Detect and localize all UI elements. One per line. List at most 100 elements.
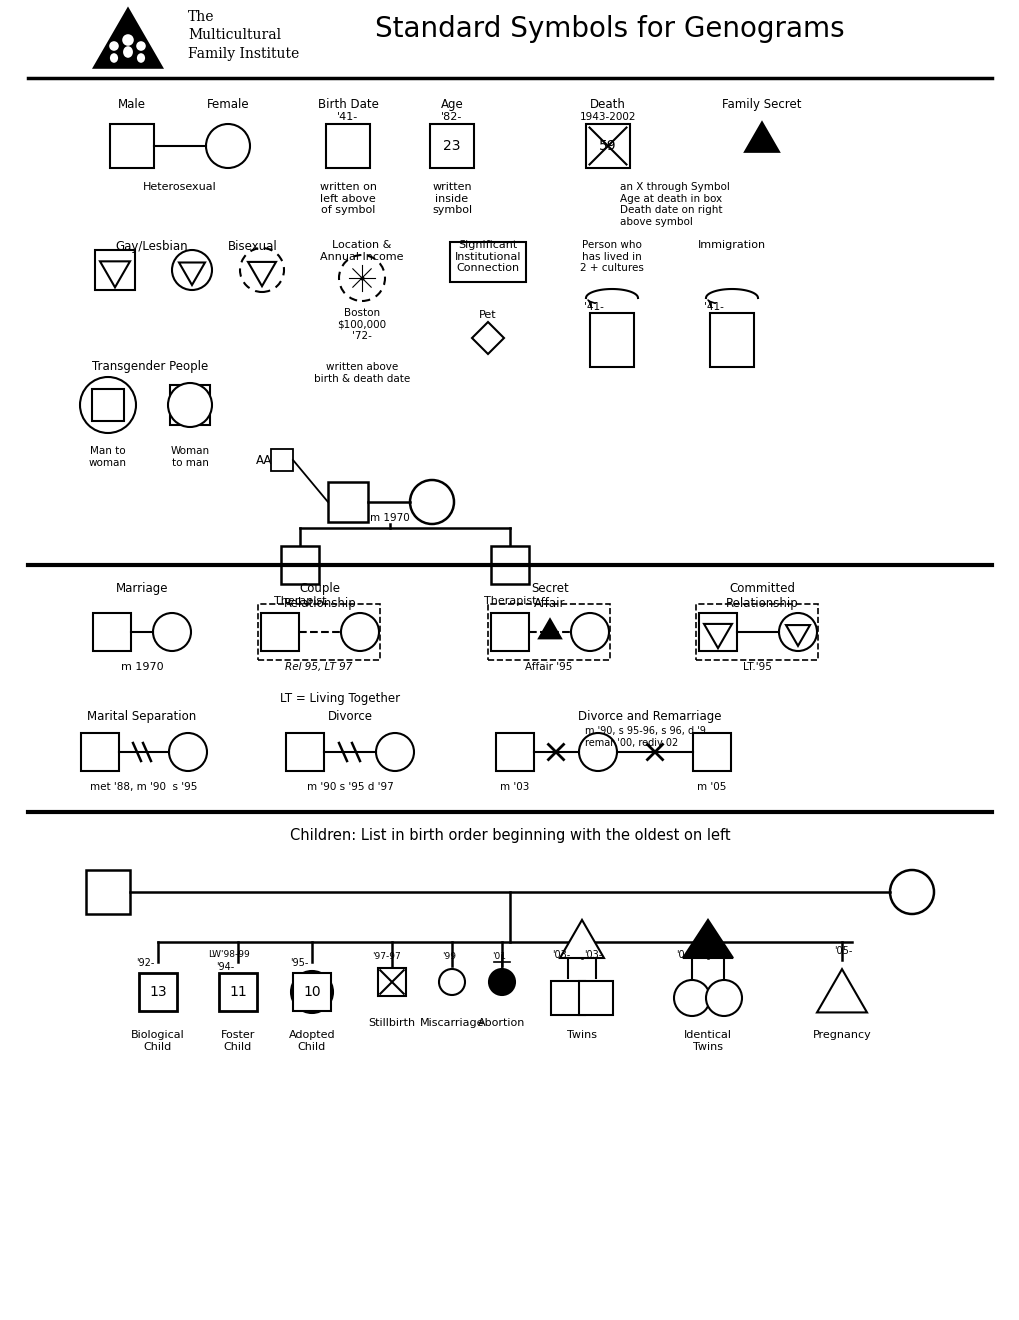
Bar [550, 981, 585, 1015]
Text: LT.'95: LT.'95 [742, 663, 770, 672]
Text: LT = Living Together: LT = Living Together [280, 692, 399, 705]
Text: 59: 59 [598, 139, 616, 153]
Bar [110, 124, 154, 168]
Bar [487, 605, 609, 660]
Text: Immigration: Immigration [697, 240, 765, 249]
Text: LW'98-99: LW'98-99 [208, 950, 250, 960]
Text: Man to
woman: Man to woman [89, 446, 127, 467]
Text: Marital Separation: Marital Separation [88, 710, 197, 723]
Text: '03-: '03- [551, 950, 570, 960]
Text: Foster
Child: Foster Child [220, 1030, 255, 1052]
Text: Therapist: Therapist [483, 597, 536, 606]
Circle shape [168, 383, 212, 426]
Bar [378, 968, 406, 997]
Circle shape [779, 612, 816, 651]
Ellipse shape [123, 46, 132, 58]
Text: '41-: '41- [584, 302, 603, 312]
Polygon shape [178, 263, 205, 285]
Ellipse shape [137, 53, 145, 63]
Bar [261, 612, 299, 651]
Text: Committed
Relationship: Committed Relationship [725, 582, 798, 610]
Text: Gay/Lesbian: Gay/Lesbian [115, 240, 187, 253]
Text: m 1970: m 1970 [370, 513, 410, 523]
Circle shape [122, 34, 133, 46]
Text: Adopted
Child: Adopted Child [288, 1030, 335, 1052]
Bar [328, 482, 368, 521]
Text: The
Multicultural
Family Institute: The Multicultural Family Institute [187, 11, 299, 61]
Text: Couple
Relationship: Couple Relationship [283, 582, 356, 610]
Circle shape [410, 480, 453, 524]
Text: m '03: m '03 [500, 781, 529, 792]
Text: Stillbirth: Stillbirth [368, 1018, 415, 1028]
Bar [692, 733, 731, 771]
Circle shape [340, 612, 379, 651]
Text: '41-: '41- [337, 112, 359, 121]
Text: Affair '95: Affair '95 [525, 663, 572, 672]
Text: '05-: '05- [834, 946, 852, 956]
Text: '03-: '03- [584, 950, 601, 960]
Circle shape [290, 972, 332, 1012]
Text: Therapist: Therapist [273, 597, 326, 606]
Text: remar '00, rediv 02: remar '00, rediv 02 [585, 738, 678, 748]
Polygon shape [786, 626, 809, 645]
Text: '99: '99 [441, 952, 455, 961]
Text: '01: '01 [491, 952, 505, 961]
Circle shape [79, 378, 136, 433]
Polygon shape [744, 123, 779, 152]
Text: Abortion: Abortion [478, 1018, 525, 1028]
Bar [258, 605, 380, 660]
Text: written above
birth & death date: written above birth & death date [314, 362, 410, 384]
Circle shape [579, 733, 616, 771]
Text: '95-: '95- [289, 958, 308, 968]
Bar [709, 313, 753, 367]
Text: Female: Female [207, 98, 249, 111]
Text: 1943-2002: 1943-2002 [579, 112, 636, 121]
Bar [449, 242, 526, 282]
Circle shape [109, 41, 118, 50]
Bar [490, 612, 529, 651]
Polygon shape [816, 969, 866, 1012]
Bar [93, 612, 130, 651]
Text: Children: List in birth order beginning with the oldest on left: Children: List in birth order beginning … [289, 828, 730, 843]
Polygon shape [92, 7, 164, 69]
Bar [170, 385, 210, 425]
Text: Male: Male [118, 98, 146, 111]
Bar [698, 612, 737, 651]
Bar [285, 733, 324, 771]
Circle shape [674, 979, 709, 1016]
Text: written on
left above
of symbol: written on left above of symbol [319, 182, 376, 215]
Bar [589, 313, 634, 367]
Text: 23: 23 [443, 139, 461, 153]
Text: 13: 13 [149, 985, 167, 999]
Text: Miscarriage: Miscarriage [420, 1018, 484, 1028]
Text: Secret
Affair: Secret Affair [531, 582, 569, 610]
Bar [95, 249, 135, 290]
Circle shape [239, 248, 283, 292]
Text: m '90, s 95-96, s 96, d '9: m '90, s 95-96, s 96, d '9 [585, 726, 705, 737]
Circle shape [206, 124, 250, 168]
Text: Pet: Pet [479, 310, 496, 319]
Text: Birth Date: Birth Date [317, 98, 378, 111]
Text: '82-: '82- [441, 112, 463, 121]
Text: '94-: '94- [216, 962, 234, 972]
Circle shape [169, 733, 207, 771]
Text: Person who
has lived in
2 + cultures: Person who has lived in 2 + cultures [580, 240, 643, 273]
Text: Death: Death [589, 98, 626, 111]
Text: Boston
$100,000
'72-: Boston $100,000 '72- [337, 308, 386, 341]
Text: Biological
Child: Biological Child [131, 1030, 184, 1052]
Bar [81, 733, 119, 771]
Polygon shape [472, 322, 503, 354]
Polygon shape [248, 261, 276, 286]
Text: '41-: '41- [703, 302, 723, 312]
Text: Pregnancy: Pregnancy [812, 1030, 870, 1040]
Bar [326, 124, 370, 168]
Polygon shape [683, 920, 733, 958]
Text: m '90 s '95 d '97: m '90 s '95 d '97 [307, 781, 393, 792]
Polygon shape [703, 624, 732, 648]
Text: 11: 11 [229, 985, 247, 999]
Text: Divorce: Divorce [327, 710, 372, 723]
Text: Heterosexual: Heterosexual [143, 182, 217, 191]
Bar [695, 605, 817, 660]
Text: Standard Symbols for Genograms: Standard Symbols for Genograms [375, 15, 844, 44]
Circle shape [488, 969, 515, 995]
